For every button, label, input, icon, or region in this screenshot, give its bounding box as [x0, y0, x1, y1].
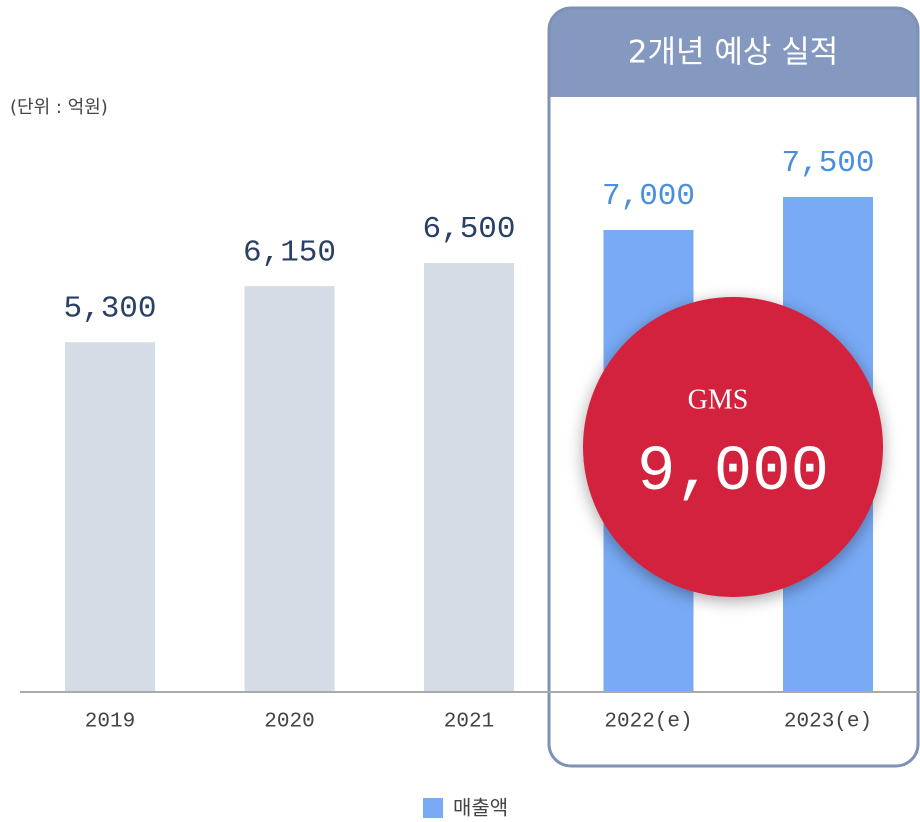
- x-tick-label: 2019: [85, 711, 135, 734]
- value-label: 7,000: [602, 179, 695, 214]
- annotation-value: 9,000: [637, 437, 829, 509]
- bar: [65, 342, 155, 692]
- highlight-title: 2개년 예상 실적: [628, 35, 839, 71]
- x-tick-label: 2023(e): [784, 711, 872, 734]
- value-label: 5,300: [63, 291, 156, 326]
- x-tick-label: 2022(e): [604, 711, 692, 734]
- bar: [244, 286, 335, 692]
- annotation-title: GMS: [688, 384, 749, 415]
- value-label: 7,500: [781, 146, 874, 181]
- x-tick-label: 2021: [444, 711, 494, 734]
- unit-label: (단위 : 억원): [10, 97, 108, 118]
- bar: [424, 263, 514, 692]
- legend-swatch: [423, 798, 443, 818]
- legend-label: 매출액: [453, 796, 508, 820]
- x-tick-label: 2020: [264, 711, 314, 734]
- value-label: 6,500: [422, 212, 515, 247]
- highlight-box: [547, 6, 920, 768]
- annotation-circle: [583, 297, 883, 597]
- value-label: 6,150: [243, 235, 336, 270]
- highlight-header: [549, 8, 918, 97]
